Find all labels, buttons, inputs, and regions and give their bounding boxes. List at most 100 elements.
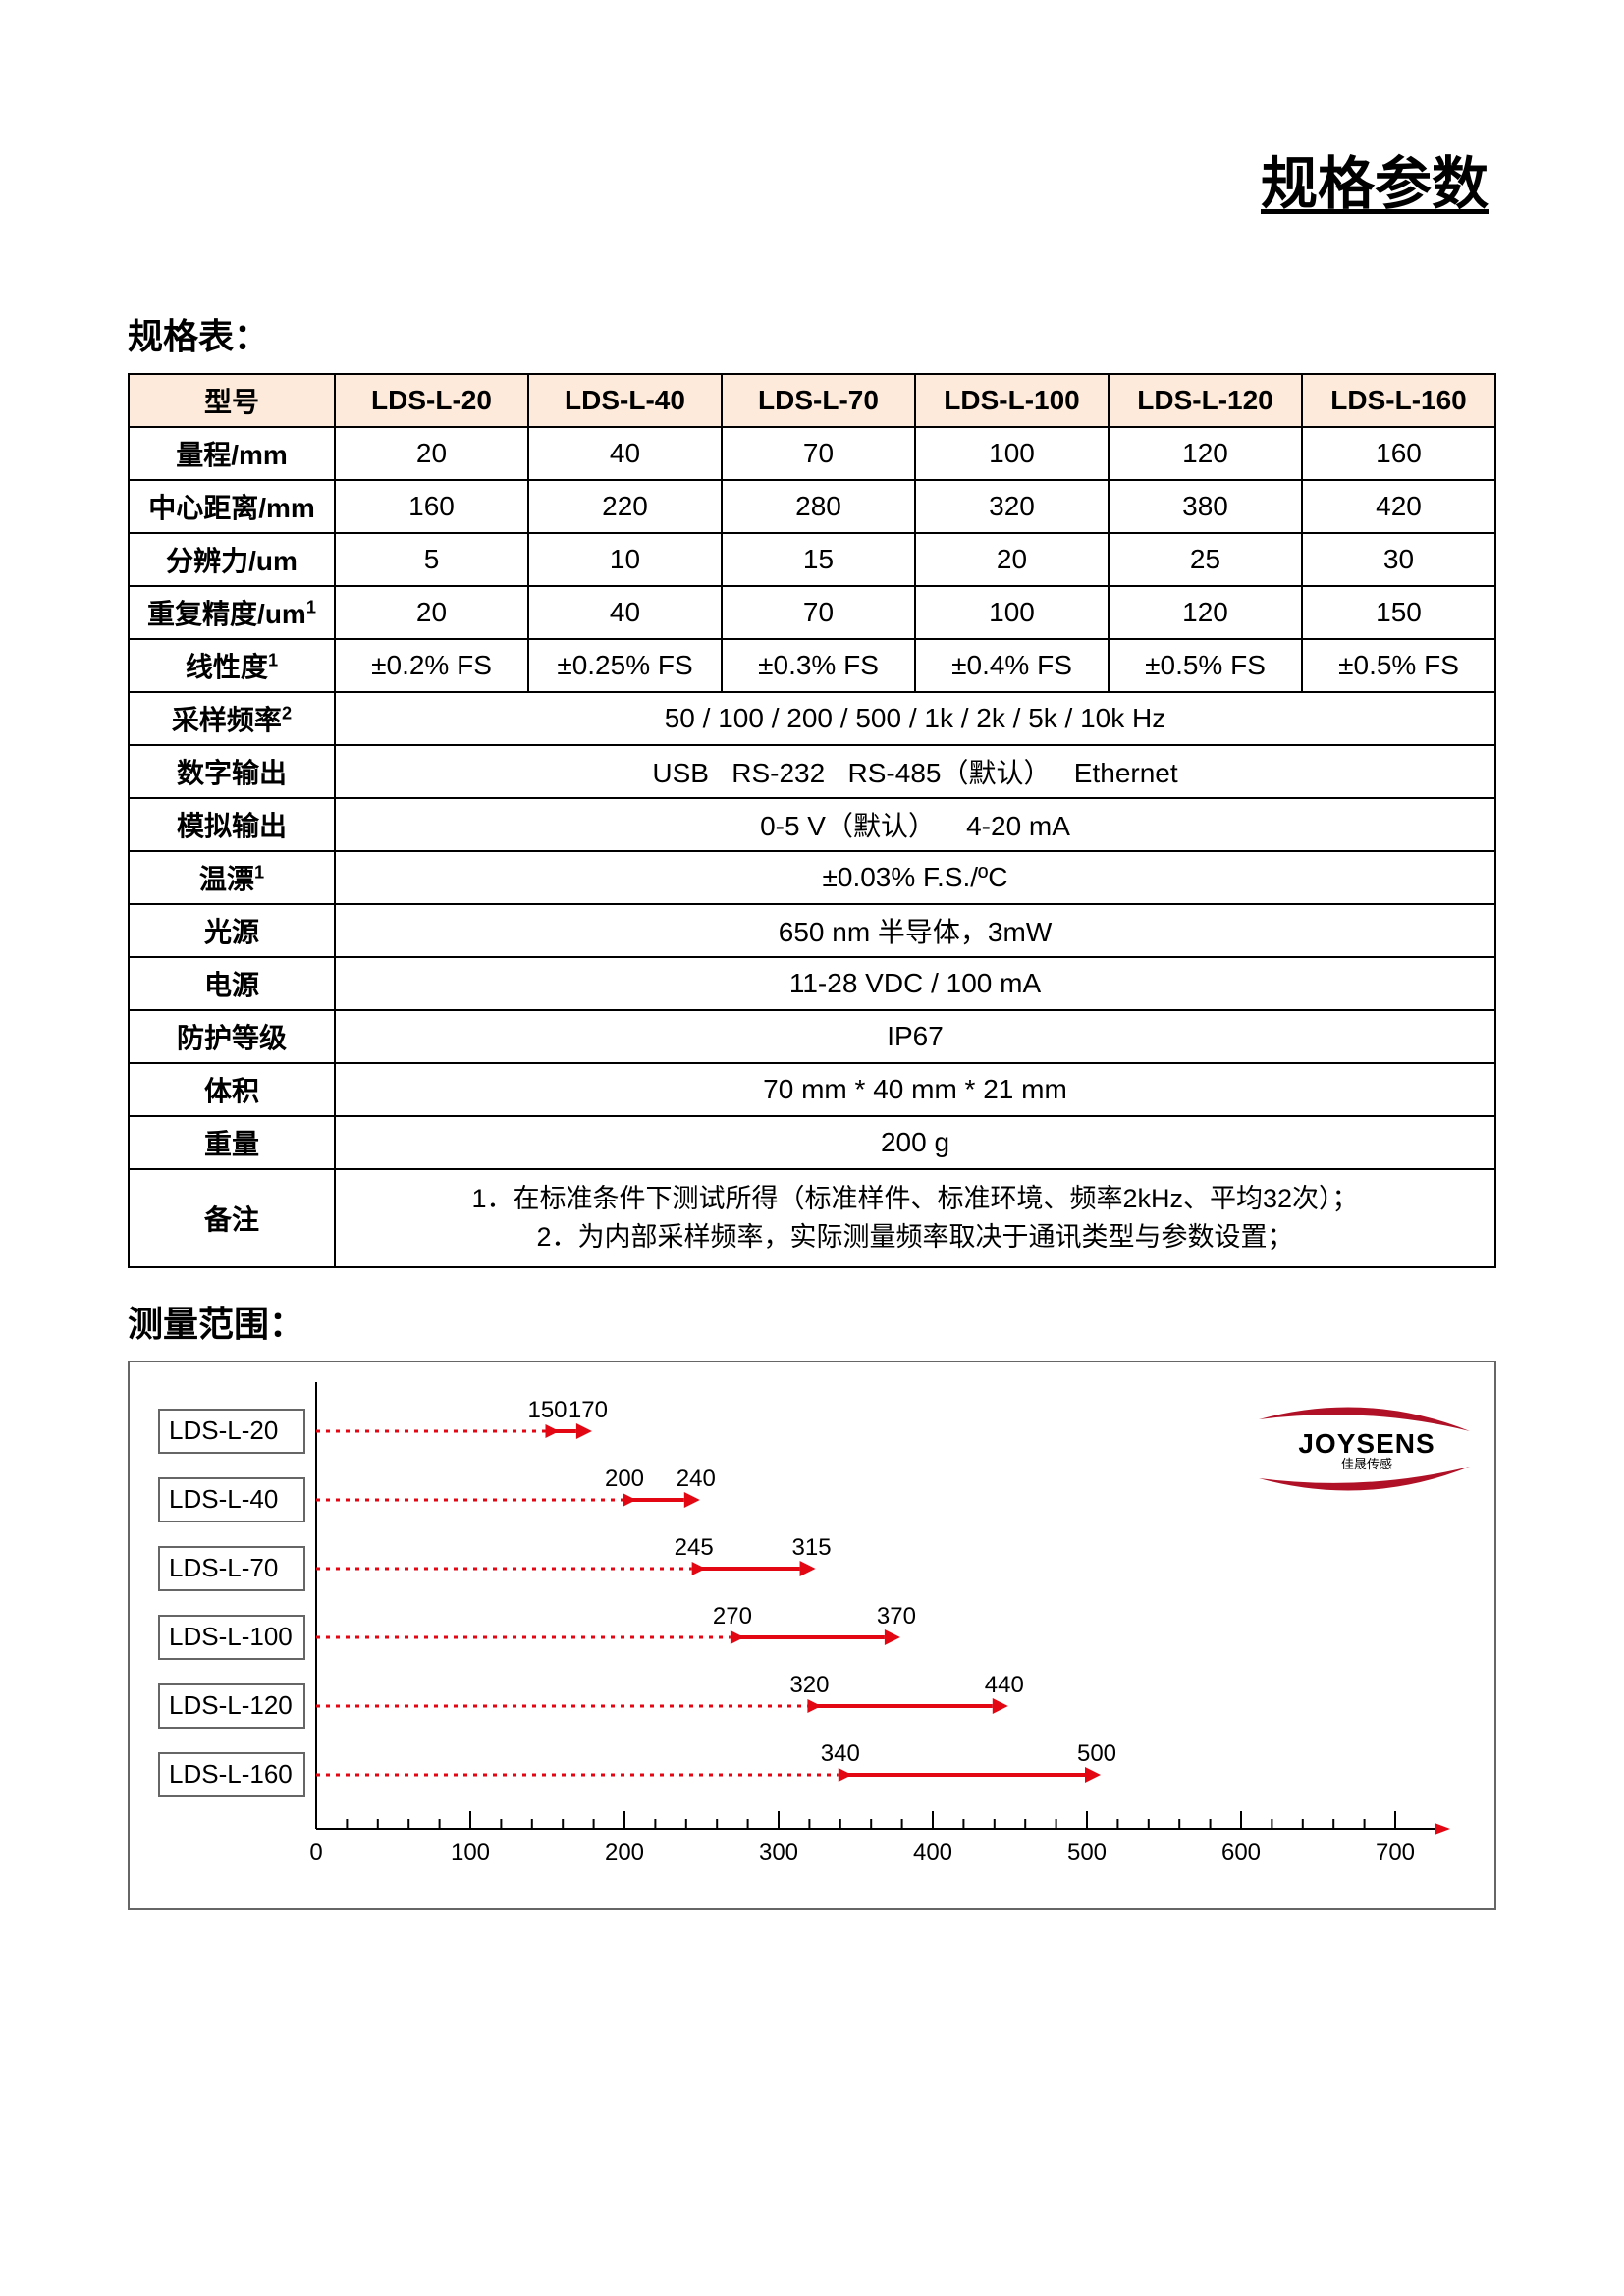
row-value: 120 <box>1109 586 1302 639</box>
range-end-value: 315 <box>792 1534 832 1561</box>
row-value: 160 <box>1302 427 1495 480</box>
logo-subtext: 佳晟传感 <box>1341 1457 1392 1471</box>
row-value: 20 <box>335 427 528 480</box>
note-line-1: 1．在标准条件下测试所得（标准样件、标准环境、频率2kHz、平均32次）； <box>471 1184 1358 1213</box>
table-row: 温漂1±0.03% F.S./ºC <box>129 851 1495 904</box>
row-label: 体积 <box>129 1063 335 1116</box>
table-row: 电源11-28 VDC / 100 mA <box>129 957 1495 1010</box>
row-value: ±0.25% FS <box>528 639 722 692</box>
col-header: LDS-L-120 <box>1109 374 1302 427</box>
range-chart-svg: 0100200300400500600700LDS-L-20150170LDS-… <box>130 1362 1494 1912</box>
row-value: 160 <box>335 480 528 533</box>
row-span-value: 11-28 VDC / 100 mA <box>335 957 1495 1010</box>
row-label: 重量 <box>129 1116 335 1169</box>
tick-label: 600 <box>1221 1840 1261 1866</box>
tick-label: 500 <box>1067 1840 1107 1866</box>
table-row: 数字输出USB RS-232 RS-485（默认） Ethernet <box>129 745 1495 798</box>
tick-label: 0 <box>309 1840 322 1866</box>
col-header: LDS-L-40 <box>528 374 722 427</box>
note-line-2: 2．为内部采样频率，实际测量频率取决于通讯类型与参数设置； <box>536 1222 1293 1252</box>
arrowhead-icon <box>1085 1767 1101 1783</box>
tick-label: 300 <box>759 1840 798 1866</box>
row-value: 120 <box>1109 427 1302 480</box>
tick-label: 200 <box>605 1840 644 1866</box>
row-span-value: IP67 <box>335 1010 1495 1063</box>
col-header: LDS-L-160 <box>1302 374 1495 427</box>
tick-label: 100 <box>451 1840 490 1866</box>
model-label: LDS-L-40 <box>169 1484 278 1514</box>
row-span-value: 0-5 V（默认） 4-20 mA <box>335 798 1495 851</box>
table-row: 重复精度/um1204070100120150 <box>129 586 1495 639</box>
row-label: 光源 <box>129 904 335 957</box>
row-label: 采样频率2 <box>129 692 335 745</box>
row-label: 温漂1 <box>129 851 335 904</box>
col-header: LDS-L-70 <box>722 374 915 427</box>
row-value: ±0.3% FS <box>722 639 915 692</box>
page-title: 规格参数 <box>128 137 1496 220</box>
row-value: 40 <box>528 586 722 639</box>
arrowhead-icon <box>885 1629 900 1645</box>
row-value: 20 <box>915 533 1109 586</box>
row-value: 220 <box>528 480 722 533</box>
model-label: LDS-L-120 <box>169 1690 293 1720</box>
row-value: 420 <box>1302 480 1495 533</box>
table-row-note: 备注 1．在标准条件下测试所得（标准样件、标准环境、频率2kHz、平均32次）； 2… <box>129 1169 1495 1267</box>
table-row: 模拟输出0-5 V（默认） 4-20 mA <box>129 798 1495 851</box>
table-row: 重量200 g <box>129 1116 1495 1169</box>
table-row: 光源650 nm 半导体，3mW <box>129 904 1495 957</box>
range-chart: 0100200300400500600700LDS-L-20150170LDS-… <box>128 1361 1496 1910</box>
row-value: 100 <box>915 427 1109 480</box>
range-end-value: 500 <box>1077 1740 1116 1767</box>
row-value: 280 <box>722 480 915 533</box>
range-start-value: 200 <box>605 1466 644 1492</box>
arrowhead-icon <box>800 1561 816 1576</box>
range-start-value: 245 <box>675 1534 714 1561</box>
range-heading: 测量范围： <box>128 1296 1496 1347</box>
row-label: 量程/mm <box>129 427 335 480</box>
row-value: ±0.2% FS <box>335 639 528 692</box>
row-label: 防护等级 <box>129 1010 335 1063</box>
row-value: 70 <box>722 586 915 639</box>
row-label: 中心距离/mm <box>129 480 335 533</box>
arrowhead-icon <box>684 1492 700 1508</box>
row-value: 20 <box>335 586 528 639</box>
model-label: LDS-L-160 <box>169 1759 293 1789</box>
spec-table-body: 量程/mm204070100120160中心距离/mm1602202803203… <box>129 427 1495 1267</box>
range-end-value: 370 <box>877 1603 916 1629</box>
col-header-model: 型号 <box>129 374 335 427</box>
row-value: 40 <box>528 427 722 480</box>
row-span-value: 650 nm 半导体，3mW <box>335 904 1495 957</box>
row-label: 数字输出 <box>129 745 335 798</box>
spec-table: 型号LDS-L-20LDS-L-40LDS-L-70LDS-L-100LDS-L… <box>128 373 1496 1268</box>
row-label: 模拟输出 <box>129 798 335 851</box>
tick-label: 400 <box>913 1840 952 1866</box>
row-span-value: 50 / 100 / 200 / 500 / 1k / 2k / 5k / 10… <box>335 692 1495 745</box>
row-span-value: ±0.03% F.S./ºC <box>335 851 1495 904</box>
spec-table-header-row: 型号LDS-L-20LDS-L-40LDS-L-70LDS-L-100LDS-L… <box>129 374 1495 427</box>
row-span-value: 200 g <box>335 1116 1495 1169</box>
spec-table-heading: 规格表： <box>128 308 1496 359</box>
model-label: LDS-L-100 <box>169 1622 293 1651</box>
arrowhead-icon <box>993 1698 1008 1714</box>
table-row: 中心距离/mm160220280320380420 <box>129 480 1495 533</box>
table-row: 体积70 mm * 40 mm * 21 mm <box>129 1063 1495 1116</box>
table-row: 量程/mm204070100120160 <box>129 427 1495 480</box>
model-label: LDS-L-70 <box>169 1553 278 1582</box>
row-label: 线性度1 <box>129 639 335 692</box>
table-row: 分辨力/um51015202530 <box>129 533 1495 586</box>
table-row: 防护等级IP67 <box>129 1010 1495 1063</box>
row-label: 电源 <box>129 957 335 1010</box>
row-value: ±0.4% FS <box>915 639 1109 692</box>
row-label: 备注 <box>129 1169 335 1267</box>
row-label: 重复精度/um1 <box>129 586 335 639</box>
range-end-value: 240 <box>677 1466 716 1492</box>
col-header: LDS-L-20 <box>335 374 528 427</box>
note-cell: 1．在标准条件下测试所得（标准样件、标准环境、频率2kHz、平均32次）； 2．为… <box>335 1169 1495 1267</box>
model-label: LDS-L-20 <box>169 1415 278 1445</box>
row-value: ±0.5% FS <box>1302 639 1495 692</box>
row-label: 分辨力/um <box>129 533 335 586</box>
row-value: 150 <box>1302 586 1495 639</box>
table-row: 线性度1±0.2% FS±0.25% FS±0.3% FS±0.4% FS ±0.… <box>129 639 1495 692</box>
arrowhead-icon <box>576 1423 592 1439</box>
row-value: 10 <box>528 533 722 586</box>
